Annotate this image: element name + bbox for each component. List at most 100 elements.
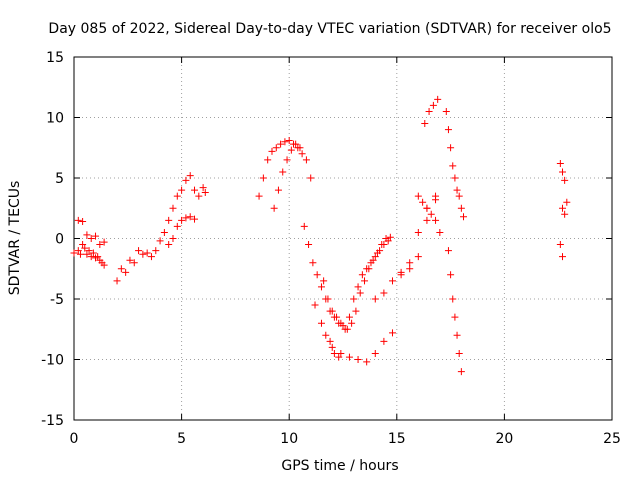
data-point	[92, 232, 100, 240]
data-point	[328, 307, 336, 315]
data-point	[455, 349, 463, 357]
data-point	[559, 204, 567, 212]
y-tick-label: -15	[41, 413, 64, 429]
data-point	[191, 186, 199, 194]
data-point	[264, 156, 272, 164]
data-point	[354, 283, 362, 291]
data-point	[186, 213, 194, 221]
data-point	[556, 159, 564, 167]
data-point	[201, 189, 209, 197]
x-tick-label: 0	[70, 431, 79, 447]
data-point	[300, 222, 308, 230]
data-point	[182, 176, 190, 184]
data-point	[414, 192, 422, 200]
data-point	[169, 235, 177, 242]
data-point	[156, 237, 164, 245]
data-point	[147, 253, 155, 261]
data-point	[89, 249, 97, 257]
data-point	[287, 146, 295, 154]
x-tick-label: 15	[388, 431, 406, 447]
y-axis-label: SDTVAR / TECUs	[7, 181, 23, 296]
data-point	[165, 216, 173, 224]
data-point	[100, 238, 108, 246]
x-axis-label: GPS time / hours	[281, 458, 398, 474]
data-point	[451, 174, 459, 182]
data-point	[348, 319, 356, 327]
data-point	[414, 253, 422, 261]
data-point	[328, 343, 336, 351]
data-point	[279, 168, 287, 176]
data-point	[376, 247, 384, 255]
data-point	[186, 172, 194, 180]
data-point	[358, 271, 366, 279]
data-point	[380, 337, 388, 345]
data-point	[457, 204, 465, 212]
data-point	[432, 196, 440, 204]
chart-title: Day 085 of 2022, Sidereal Day-to-day VTE…	[48, 21, 611, 37]
data-point	[277, 140, 285, 148]
data-point	[371, 253, 379, 261]
data-point	[447, 271, 455, 279]
data-point	[406, 265, 414, 273]
y-tick-label: 5	[55, 171, 64, 187]
data-point	[83, 250, 91, 258]
data-point	[96, 241, 104, 249]
data-point	[335, 353, 343, 361]
data-point	[311, 301, 319, 309]
axis-ticks	[73, 56, 613, 421]
data-point	[320, 277, 328, 285]
data-point	[367, 259, 375, 267]
data-point	[87, 253, 95, 261]
data-point	[117, 265, 125, 273]
data-point	[199, 184, 207, 192]
data-point	[92, 254, 100, 262]
data-marks	[70, 95, 571, 376]
data-point	[283, 156, 291, 164]
x-tick-label: 20	[495, 431, 513, 447]
data-point	[434, 95, 442, 103]
data-point	[455, 192, 463, 200]
data-point	[259, 174, 267, 182]
data-point	[113, 277, 121, 285]
data-point	[421, 120, 429, 128]
data-point	[363, 358, 371, 366]
data-point	[324, 295, 332, 303]
data-point	[397, 268, 405, 276]
data-point	[81, 244, 89, 252]
data-point	[100, 261, 108, 269]
data-point	[83, 231, 91, 239]
data-point	[388, 277, 396, 285]
data-point	[76, 250, 84, 258]
data-point	[272, 144, 280, 152]
data-point	[453, 331, 461, 339]
data-point	[371, 349, 379, 357]
data-point	[337, 349, 345, 357]
data-point	[195, 192, 203, 200]
data-point	[292, 140, 300, 148]
data-point	[274, 186, 282, 194]
data-point	[74, 216, 82, 224]
data-point	[296, 144, 304, 152]
y-tick-label: 15	[46, 50, 64, 66]
grid	[74, 57, 612, 420]
data-point	[384, 237, 392, 245]
y-tick-label: -5	[50, 292, 64, 308]
data-point	[130, 259, 138, 267]
data-point	[449, 162, 457, 170]
data-point	[427, 210, 435, 218]
y-tick-label: -10	[41, 353, 64, 369]
data-point	[341, 325, 349, 333]
data-point	[563, 198, 571, 206]
data-point	[281, 138, 289, 146]
data-point	[178, 186, 186, 194]
data-point	[406, 259, 414, 267]
data-point	[85, 247, 93, 255]
data-point	[559, 253, 567, 261]
data-point	[350, 295, 358, 303]
data-point	[453, 186, 461, 194]
tick-labels: 0 5 10 15 20 25 -15 -10 -5 0 5 10 15	[41, 50, 621, 447]
data-point	[87, 235, 95, 242]
data-point	[135, 247, 143, 255]
data-point	[429, 101, 437, 109]
